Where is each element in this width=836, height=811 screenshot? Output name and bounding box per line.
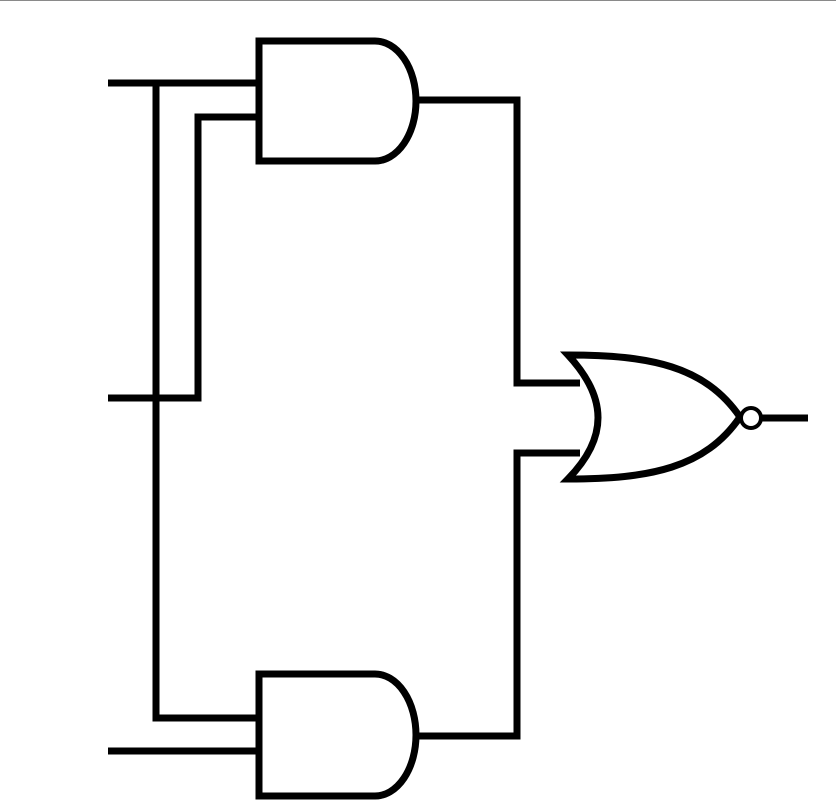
and-bottom-output-wire <box>416 449 580 740</box>
nor-inversion-bubble <box>739 406 763 430</box>
and-gate-bottom <box>255 670 420 800</box>
and-gate-top <box>255 37 420 165</box>
and-top-output-wire <box>416 96 580 387</box>
top-border <box>0 0 836 1</box>
nor-gate <box>559 351 745 483</box>
input-a-branch-wire <box>152 83 259 722</box>
input-b-wire <box>108 113 259 402</box>
